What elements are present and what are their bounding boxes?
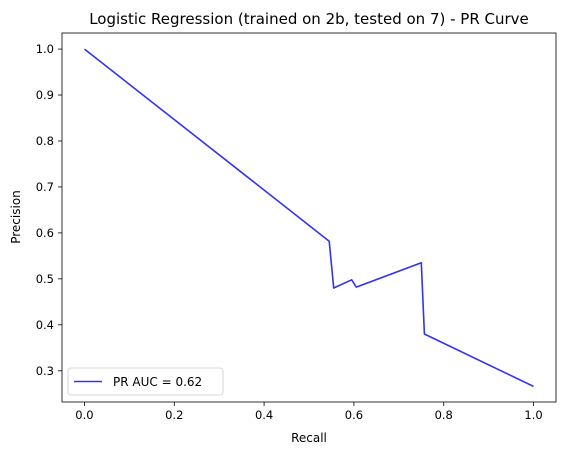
y-tick-label: 0.7 — [36, 180, 54, 194]
x-tick-label: 0.6 — [345, 408, 363, 422]
x-tick-label: 0.2 — [165, 408, 183, 422]
y-tick-label: 0.6 — [36, 226, 54, 240]
y-tick-label: 0.4 — [36, 318, 54, 332]
legend: PR AUC = 0.62 — [67, 367, 224, 396]
x-tick-label: 0.0 — [75, 408, 93, 422]
legend-box — [67, 367, 224, 396]
y-tick-label: 0.3 — [36, 364, 54, 378]
x-tick-label: 1.0 — [524, 408, 542, 422]
series-line-0 — [84, 48, 534, 388]
chart-title: Logistic Regression (trained on 2b, test… — [89, 10, 529, 28]
x-tick-label: 0.4 — [255, 408, 273, 422]
series-layer — [84, 48, 534, 388]
y-tick-label: 0.9 — [36, 88, 54, 102]
plot-area — [61, 32, 557, 403]
legend-entry-label: PR AUC = 0.62 — [113, 375, 202, 389]
y-tick-label: 0.5 — [36, 272, 54, 286]
x-axis-ticks: 0.0 0.2 0.4 0.6 0.8 1.0 — [75, 402, 543, 422]
plot-frame — [61, 32, 557, 403]
x-axis-label: Recall — [291, 431, 327, 445]
y-axis-label: Precision — [9, 190, 23, 244]
x-tick-label: 0.8 — [435, 408, 453, 422]
y-tick-label: 1.0 — [36, 42, 54, 56]
y-tick-label: 0.8 — [36, 134, 54, 148]
y-axis-ticks: 0.3 0.4 0.5 0.6 0.7 0.8 0.9 1.0 — [36, 42, 62, 378]
